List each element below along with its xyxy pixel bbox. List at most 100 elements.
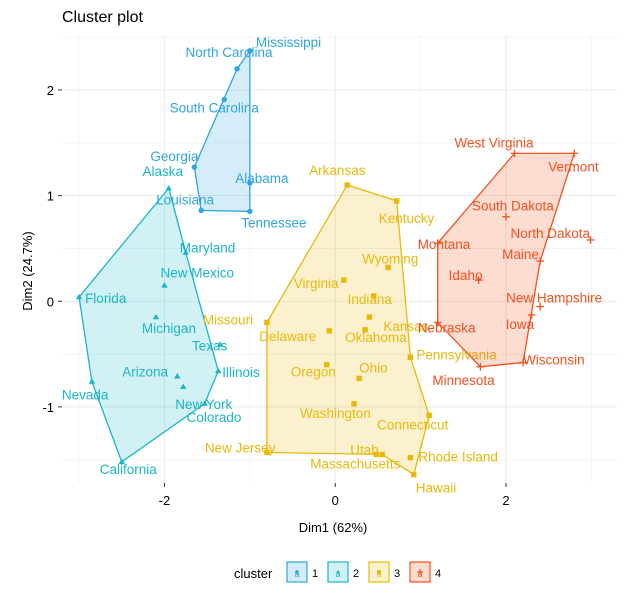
- label-vermont: Vermont: [548, 159, 599, 174]
- point-rhode-island: [407, 454, 414, 461]
- point-texas: [216, 341, 224, 347]
- point-wyoming: [385, 264, 391, 271]
- point-new-mexico: [161, 282, 168, 288]
- label-montana: Montana: [418, 237, 471, 252]
- legend-marker: [417, 569, 423, 575]
- label-mississippi: Mississippi: [256, 35, 321, 50]
- label-alabama: Alabama: [235, 171, 289, 186]
- point-california: [118, 458, 125, 465]
- y-axis-title: Dim2 (24.7%): [20, 231, 35, 310]
- point-new-york: [180, 383, 187, 390]
- label-oregon: Oregon: [291, 365, 336, 380]
- point-alaska: [165, 184, 172, 191]
- point-south-dakota: [502, 212, 510, 221]
- label-illinois: Illinois: [222, 365, 260, 380]
- x-tick-label: 2: [502, 493, 509, 508]
- label-indiana: Indiana: [348, 292, 393, 307]
- label-west-virginia: West Virginia: [455, 135, 535, 150]
- label-delaware: Delaware: [259, 329, 316, 344]
- point-missouri: [264, 319, 270, 326]
- label-nebraska: Nebraska: [418, 320, 476, 335]
- y-tick-label: 0: [47, 294, 54, 309]
- legend-glyph: a: [376, 569, 381, 579]
- point-massachusetts: [379, 451, 385, 458]
- point-ohio: [356, 375, 362, 382]
- label-arizona: Arizona: [122, 364, 168, 379]
- point-louisiana: [198, 207, 204, 214]
- legend-label: 3: [394, 568, 400, 580]
- label-south-carolina: South Carolina: [170, 100, 260, 115]
- point-tennessee: [247, 208, 253, 215]
- cluster-4-hull: [437, 152, 576, 368]
- point-illinois: [215, 367, 222, 374]
- point-florida: [75, 293, 83, 300]
- point-utah: [373, 451, 379, 458]
- label-alaska: Alaska: [142, 164, 183, 179]
- point-indiana: [370, 293, 377, 299]
- point-michigan: [152, 313, 160, 320]
- label-hawaii: Hawaii: [416, 481, 457, 496]
- point-kentucky: [393, 198, 400, 204]
- label-colorado: Colorado: [187, 410, 242, 425]
- x-tick-label: 0: [332, 493, 339, 508]
- x-axis-title: Dim1 (62%): [299, 520, 368, 535]
- label-michigan: Michigan: [142, 321, 196, 336]
- label-iowa: Iowa: [506, 317, 535, 332]
- label-texas: Texas: [192, 339, 228, 354]
- point-maine: [536, 257, 544, 265]
- cluster-2: Alaska Maryland New Mexico Florida Michigan T…: [62, 164, 260, 477]
- point-nevada: [88, 378, 96, 384]
- point-oregon: [323, 361, 330, 368]
- point-arkansas: [344, 182, 350, 188]
- legend-glyph: a: [294, 569, 299, 579]
- legend-label: 4: [435, 568, 441, 580]
- label-maryland: Maryland: [180, 241, 236, 256]
- cluster-4: West Virginia Vermont South Dakota North Da…: [418, 135, 602, 387]
- point-new-jersey: [264, 449, 270, 456]
- legend-title: cluster: [234, 566, 273, 581]
- cluster-3: Arkansas Kentucky Wyoming Virginia Indiana Mi…: [203, 163, 498, 496]
- label-missouri: Missouri: [203, 312, 253, 327]
- point-montana: [433, 239, 442, 247]
- label-wyoming: Wyoming: [362, 251, 418, 266]
- label-oklahoma: Oklahoma: [345, 330, 407, 345]
- label-connecticut: Connecticut: [377, 417, 449, 432]
- point-mississippi: [247, 48, 253, 54]
- label-new-hampshire: New Hampshire: [506, 291, 602, 306]
- label-south-dakota: South Dakota: [472, 199, 554, 214]
- point-kansas: [366, 314, 373, 320]
- point-north-carolina: [234, 66, 240, 72]
- x-tick-label: -2: [159, 493, 171, 508]
- point-pennsylvania: [407, 354, 414, 360]
- point-colorado: [201, 400, 208, 406]
- legend-label: 2: [353, 568, 359, 580]
- point-oklahoma: [362, 327, 368, 333]
- point-arizona: [174, 373, 181, 379]
- legend-glyph: a: [417, 569, 422, 579]
- label-florida: Florida: [85, 291, 127, 306]
- label-tennessee: Tennessee: [241, 215, 306, 230]
- label-utah: Utah: [350, 442, 379, 457]
- panel-background: [62, 35, 617, 483]
- label-maine: Maine: [502, 247, 539, 262]
- point-connecticut: [426, 412, 432, 419]
- label-new-jersey: New Jersey: [205, 440, 276, 455]
- point-iowa: [527, 311, 536, 319]
- point-washington: [351, 401, 357, 407]
- legend-glyph: a: [335, 569, 340, 579]
- label-georgia: Georgia: [150, 149, 199, 164]
- y-tick-label: -1: [42, 400, 54, 415]
- point-south-carolina: [221, 96, 227, 103]
- label-north-carolina: North Carolina: [186, 45, 274, 60]
- point-delaware: [326, 328, 332, 334]
- label-ohio: Ohio: [359, 360, 388, 375]
- label-north-dakota: North Dakota: [511, 226, 591, 241]
- point-wisconsin: [519, 358, 527, 367]
- label-idaho: Idaho: [449, 268, 483, 283]
- label-kansas: Kansas: [383, 319, 428, 334]
